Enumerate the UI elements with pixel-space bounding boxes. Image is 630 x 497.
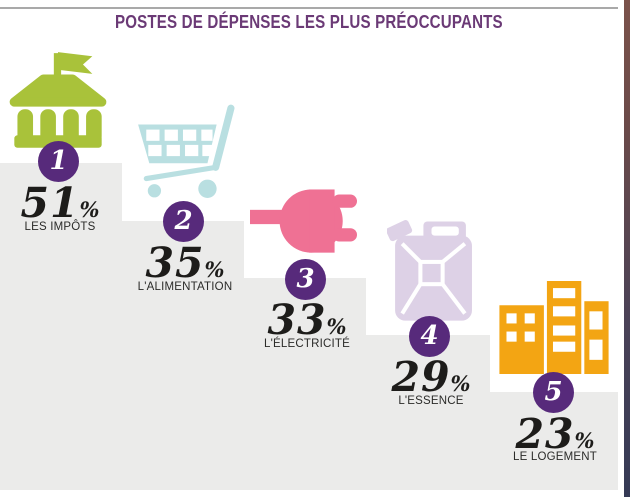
buildings-icon: [499, 281, 609, 374]
category-label-3: L'ÉLECTRICITÉ: [264, 338, 350, 350]
stair-step-3: [244, 278, 366, 490]
jerrycan-icon: [387, 220, 472, 321]
plug-icon: [250, 189, 357, 253]
rank-badge-4: 4: [409, 316, 450, 357]
percent-value-1: 51%: [20, 179, 100, 227]
percent-value-5: 23%: [515, 410, 595, 458]
top-border-line: [0, 7, 618, 9]
rank-badge-2: 2: [163, 201, 204, 242]
category-label-1: LES IMPÔTS: [24, 221, 96, 233]
category-label-5: LE LOGEMENT: [513, 451, 597, 463]
rank-badge-3: 3: [285, 259, 326, 300]
stair-step-4: [366, 335, 490, 490]
rank-badge-1: 1: [38, 141, 79, 182]
percent-value-4: 29%: [391, 353, 471, 401]
bank-icon: [9, 52, 107, 148]
shopping-cart-icon: [138, 104, 235, 198]
stair-step-2: [122, 221, 244, 490]
percent-value-3: 33%: [267, 296, 347, 344]
category-label-4: L'ESSENCE: [398, 395, 464, 407]
rank-badge-5: 5: [533, 372, 574, 413]
right-border-line: [624, 0, 630, 497]
category-label-2: L'ALIMENTATION: [137, 281, 233, 293]
percent-value-2: 35%: [145, 239, 225, 287]
stair-step-1: [0, 163, 122, 490]
page-title: POSTES DE DÉPENSES LES PLUS PRÉOCCUPANTS: [115, 12, 503, 32]
